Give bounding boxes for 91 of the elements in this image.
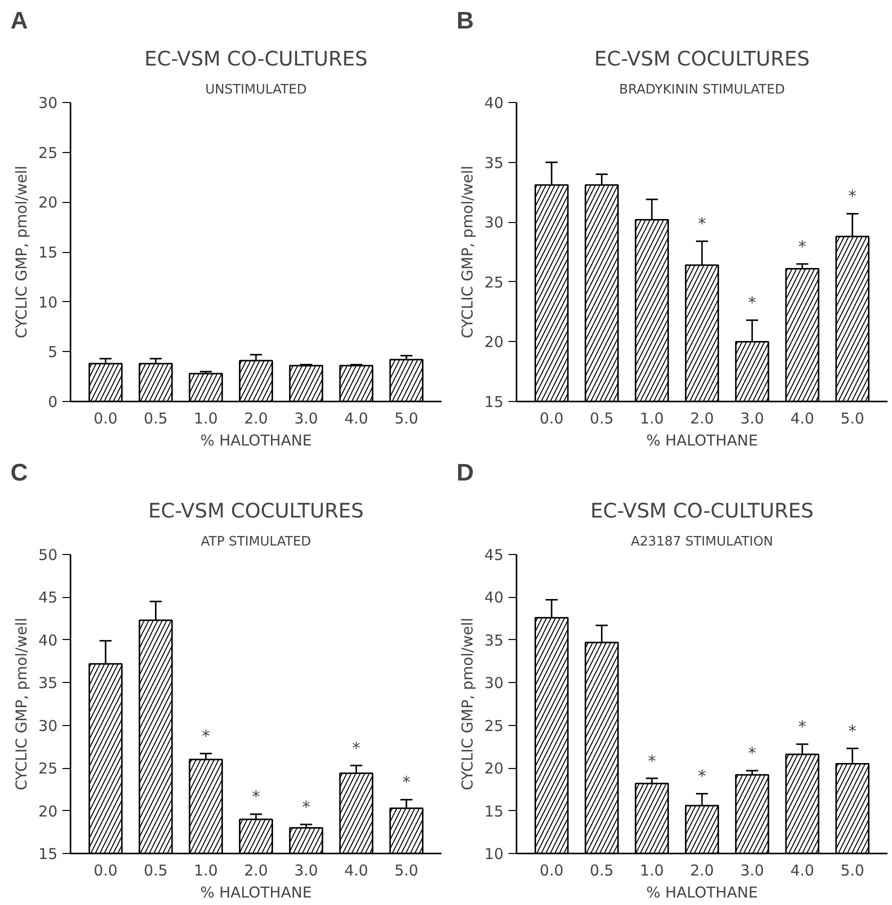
x-tick-label: 5.0 <box>840 410 864 428</box>
data-label: * <box>302 797 310 816</box>
y-tick-label: 20 <box>38 802 58 820</box>
x-tick-label: 3.0 <box>740 862 764 880</box>
y-tick-label: 30 <box>484 214 504 232</box>
data-label: * <box>352 738 360 758</box>
y-axis-title: CYCLIC GMP, pmol/well <box>12 166 30 338</box>
x-tick-label: 0.5 <box>590 862 614 880</box>
y-tick-label: 0 <box>48 393 58 411</box>
x-axis-title: % HALOTHANE <box>646 884 758 902</box>
chart-title: EC-VSM COCULTURES <box>594 46 810 70</box>
y-tick-label: 20 <box>38 194 58 212</box>
x-tick-label: 0.0 <box>94 862 118 880</box>
x-tick-label: 0.5 <box>590 410 614 428</box>
text: A <box>10 8 28 34</box>
text: C <box>10 460 28 486</box>
x-tick-label: 0.0 <box>540 862 564 880</box>
data-label: * <box>202 726 210 746</box>
y-tick-label: 20 <box>484 760 504 778</box>
x-tick-label: 2.0 <box>244 862 268 880</box>
x-tick-label: 3.0 <box>294 862 318 880</box>
data-label: * <box>748 293 756 312</box>
x-tick-label: 3.0 <box>740 410 764 428</box>
x-tick-label: 0.0 <box>94 410 118 428</box>
y-axis-title: CYCLIC GMP, pmol/well <box>12 618 30 790</box>
data-label: * <box>402 772 410 792</box>
text: D <box>456 460 474 486</box>
x-axis-title: % HALOTHANE <box>200 884 312 902</box>
x-tick-label: 0.5 <box>144 862 168 880</box>
y-tick-label: 20 <box>484 333 504 352</box>
x-tick-label: 2.0 <box>690 862 714 880</box>
y-tick-label: 25 <box>38 760 58 778</box>
x-tick-label: 1.0 <box>640 410 664 428</box>
data-label: * <box>252 787 260 806</box>
data-label: * <box>798 236 806 256</box>
x-tick-label: 1.0 <box>640 862 664 880</box>
x-tick-label: 2.0 <box>244 410 268 428</box>
x-tick-label: 3.0 <box>294 410 318 428</box>
data-label: * <box>848 721 856 740</box>
x-tick-label: 5.0 <box>394 862 418 880</box>
y-tick-label: 10 <box>38 293 58 312</box>
y-tick-label: 30 <box>38 716 58 735</box>
x-tick-label: 5.0 <box>840 862 864 880</box>
y-tick-label: 30 <box>484 674 504 692</box>
y-tick-label: 40 <box>484 588 504 607</box>
chart-subtitle: ATP STIMULATED <box>200 534 312 550</box>
y-tick-label: 15 <box>38 845 58 863</box>
x-tick-label: 4.0 <box>790 862 814 880</box>
y-axis-title: CYCLIC GMP, pmol/well <box>458 166 476 338</box>
chart-subtitle: BRADYKININ STIMULATED <box>619 82 785 98</box>
y-axis-title: CYCLIC GMP, pmol/well <box>458 618 476 790</box>
x-tick-label: 4.0 <box>344 862 368 880</box>
y-tick-label: 30 <box>38 94 58 112</box>
y-tick-label: 50 <box>38 546 58 564</box>
y-tick-label: 35 <box>484 631 504 650</box>
x-tick-label: 5.0 <box>394 410 418 428</box>
data-label: * <box>698 766 706 786</box>
x-tick-label: 1.0 <box>194 410 218 428</box>
text: B <box>456 8 474 34</box>
x-tick-label: 0.0 <box>540 410 564 428</box>
chart-title: EC-VSM CO-CULTURES <box>144 46 368 70</box>
x-tick-label: 1.0 <box>194 862 218 880</box>
y-tick-label: 25 <box>484 716 504 735</box>
chart-subtitle: UNSTIMULATED <box>205 82 307 98</box>
x-tick-label: 0.5 <box>144 410 168 428</box>
data-label: * <box>798 717 806 736</box>
data-label: * <box>848 186 856 206</box>
x-tick-label: 2.0 <box>690 410 714 428</box>
y-tick-label: 15 <box>484 393 504 411</box>
y-tick-label: 5 <box>48 343 58 362</box>
y-tick-label: 10 <box>484 845 504 863</box>
y-tick-label: 25 <box>38 144 58 162</box>
y-tick-label: 35 <box>484 154 504 172</box>
y-tick-label: 40 <box>38 631 58 650</box>
y-tick-label: 45 <box>484 546 504 564</box>
y-tick-label: 45 <box>38 588 58 607</box>
y-tick-label: 15 <box>484 802 504 820</box>
chart-title: EC-VSM COCULTURES <box>148 498 364 522</box>
data-label: * <box>648 751 656 770</box>
y-tick-label: 35 <box>38 674 58 692</box>
x-tick-label: 4.0 <box>790 410 814 428</box>
x-tick-label: 4.0 <box>344 410 368 428</box>
chart-subtitle: A23187 STIMULATION <box>630 534 774 550</box>
y-tick-label: 40 <box>484 94 504 112</box>
data-label: * <box>748 744 756 763</box>
data-label: * <box>698 214 706 234</box>
y-tick-label: 15 <box>38 244 58 262</box>
x-axis-title: % HALOTHANE <box>646 432 758 450</box>
x-axis-title: % HALOTHANE <box>200 432 312 450</box>
y-tick-label: 25 <box>484 273 504 292</box>
chart-title: EC-VSM CO-CULTURES <box>590 498 814 522</box>
